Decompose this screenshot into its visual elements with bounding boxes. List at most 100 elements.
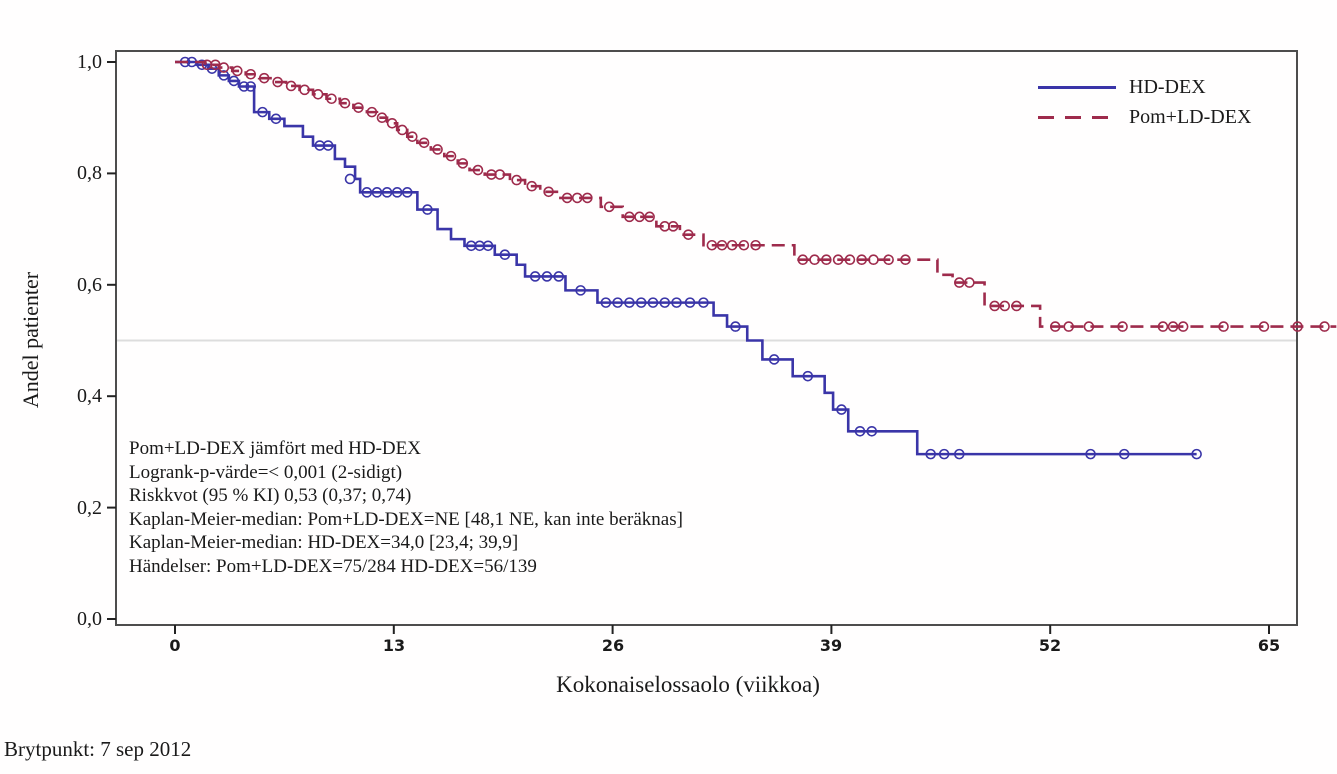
censor-mark-pom+ld-dex bbox=[706, 239, 718, 251]
y-tick-label-1.0: 1,0 bbox=[77, 51, 102, 73]
censor-mark-hd-dex bbox=[270, 113, 282, 125]
censor-mark-hd-dex bbox=[228, 75, 240, 87]
y-tick-label-0.4: 0,4 bbox=[77, 385, 102, 407]
censor-mark-hd-dex bbox=[196, 59, 208, 71]
censor-mark-pom+ld-dex bbox=[750, 239, 761, 251]
censor-mark-hd-dex bbox=[553, 271, 565, 282]
censor-mark-pom+ld-dex bbox=[312, 89, 324, 100]
censor-mark-hd-dex bbox=[698, 297, 709, 308]
censor-mark-hd-dex bbox=[218, 70, 230, 81]
censor-mark-hd-dex bbox=[925, 448, 937, 460]
annotation-comparison: Pom+LD-DEX jämfört med HD-DEX bbox=[129, 438, 421, 459]
censor-mark-hd-dex bbox=[802, 370, 814, 382]
censor-mark-pom+ld-dex bbox=[964, 277, 975, 288]
censor-mark-pom+ld-dex bbox=[457, 158, 469, 169]
censor-mark-pom+ld-dex bbox=[339, 97, 351, 109]
legend-row-hd-dex: HD-DEX bbox=[1038, 72, 1251, 102]
censor-mark-hd-dex bbox=[768, 354, 780, 365]
censor-mark-pom+ld-dex bbox=[366, 106, 378, 118]
censor-mark-hd-dex bbox=[482, 240, 494, 252]
curve-hd-dex bbox=[175, 60, 1197, 456]
censor-mark-pom+ld-dex bbox=[683, 229, 694, 240]
censor-mark-pom+ld-dex bbox=[299, 84, 310, 96]
censor-mark-pom+ld-dex bbox=[245, 68, 257, 80]
censor-mark-hd-dex bbox=[671, 297, 682, 308]
censor-mark-pom+ld-dex bbox=[738, 239, 750, 251]
censor-mark-pom+ld-dex bbox=[418, 137, 430, 149]
y-tick-label-0.8: 0,8 bbox=[77, 162, 102, 184]
censor-mark-hd-dex bbox=[499, 249, 511, 261]
censor-mark-pom+ld-dex bbox=[1049, 321, 1061, 332]
censor-mark-pom+ld-dex bbox=[432, 144, 443, 155]
annotation-km-median-hddex: Kaplan-Meier-median: HD-DEX=34,0 [23,4; … bbox=[129, 532, 519, 553]
curve-pom+ld-dex bbox=[175, 60, 1337, 328]
censor-mark-hd-dex bbox=[600, 297, 612, 308]
censor-mark-pom+ld-dex bbox=[353, 102, 364, 113]
censor-mark-pom+ld-dex bbox=[386, 117, 398, 129]
censor-mark-hd-dex bbox=[257, 106, 268, 118]
censor-mark-pom+ld-dex bbox=[989, 300, 1000, 312]
censor-mark-hd-dex bbox=[730, 321, 741, 332]
censor-mark-pom+ld-dex bbox=[809, 254, 820, 266]
censor-mark-pom+ld-dex bbox=[603, 201, 615, 213]
censor-mark-pom+ld-dex bbox=[231, 65, 243, 77]
censor-mark-hd-dex bbox=[391, 187, 403, 198]
censor-mark-hd-dex bbox=[575, 285, 586, 296]
censor-mark-pom+ld-dex bbox=[285, 80, 297, 92]
censor-mark-pom+ld-dex bbox=[1218, 321, 1229, 332]
censor-mark-pom+ld-dex bbox=[1157, 321, 1169, 332]
censor-mark-pom+ld-dex bbox=[1177, 321, 1189, 332]
censor-mark-hd-dex bbox=[401, 187, 413, 198]
y-axis-title: Andel patienter bbox=[18, 271, 43, 409]
censor-mark-pom+ld-dex bbox=[561, 192, 573, 204]
censor-mark-pom+ld-dex bbox=[218, 62, 230, 73]
y-tick-label-0.2: 0,2 bbox=[77, 497, 102, 519]
x-tick-label-52: 52 bbox=[1038, 636, 1062, 655]
censor-mark-hd-dex bbox=[1085, 448, 1096, 460]
censor-mark-pom+ld-dex bbox=[716, 239, 728, 251]
x-tick-label-0: 0 bbox=[169, 636, 181, 655]
censor-mark-pom+ld-dex bbox=[726, 239, 738, 251]
censor-mark-pom+ld-dex bbox=[1167, 321, 1179, 332]
censor-mark-hd-dex bbox=[381, 187, 393, 198]
censor-mark-pom+ld-dex bbox=[396, 124, 408, 136]
censor-mark-pom+ld-dex bbox=[667, 221, 679, 232]
legend-label-hd-dex: HD-DEX bbox=[1129, 75, 1206, 98]
censor-mark-hd-dex bbox=[371, 187, 383, 198]
censor-mark-hd-dex bbox=[866, 425, 878, 437]
censor-mark-hd-dex bbox=[1118, 448, 1130, 460]
censor-mark-pom+ld-dex bbox=[494, 169, 506, 180]
hd-dex-line-swatch bbox=[1038, 85, 1116, 89]
censor-mark-pom+ld-dex bbox=[1117, 321, 1128, 332]
censor-mark-hd-dex bbox=[854, 425, 866, 437]
censor-mark-hd-dex bbox=[245, 81, 257, 92]
censor-mark-pom+ld-dex bbox=[900, 254, 911, 266]
annotation-logrank-p: Logrank-p-värde=< 0,001 (2-sidigt) bbox=[129, 461, 403, 483]
censor-mark-hd-dex bbox=[836, 404, 847, 415]
censor-mark-pom+ld-dex bbox=[1011, 300, 1022, 312]
censor-mark-pom+ld-dex bbox=[472, 164, 484, 176]
censor-mark-pom+ld-dex bbox=[543, 186, 554, 198]
legend-label-pom-ld-dex: Pom+LD-DEX bbox=[1129, 105, 1252, 128]
censor-mark-pom+ld-dex bbox=[511, 174, 522, 186]
x-axis-title: Kokonaiselossaolo (viikkoa) bbox=[556, 672, 820, 697]
cutoff-date-footer: Brytpunkt: 7 sep 2012 bbox=[4, 737, 192, 761]
censor-mark-pom+ld-dex bbox=[526, 180, 538, 192]
censor-mark-pom+ld-dex bbox=[644, 211, 655, 223]
censor-mark-hd-dex bbox=[344, 173, 356, 185]
censor-mark-pom+ld-dex bbox=[582, 192, 593, 204]
censor-mark-pom+ld-dex bbox=[272, 76, 283, 88]
censor-mark-hd-dex bbox=[1191, 448, 1202, 460]
x-tick-label-39: 39 bbox=[819, 636, 843, 655]
censor-mark-pom+ld-dex bbox=[634, 211, 645, 223]
y-tick-label-0.0: 0,0 bbox=[77, 608, 102, 630]
censor-mark-pom+ld-dex bbox=[376, 112, 388, 123]
censor-mark-pom+ld-dex bbox=[797, 254, 809, 266]
legend-row-pom-ld-dex: Pom+LD-DEX bbox=[1038, 102, 1251, 132]
pom-ld-dex-line-swatch bbox=[1038, 115, 1116, 119]
censor-mark-hd-dex bbox=[541, 271, 553, 282]
censor-mark-hd-dex bbox=[635, 297, 647, 308]
censor-mark-pom+ld-dex bbox=[1319, 321, 1330, 332]
